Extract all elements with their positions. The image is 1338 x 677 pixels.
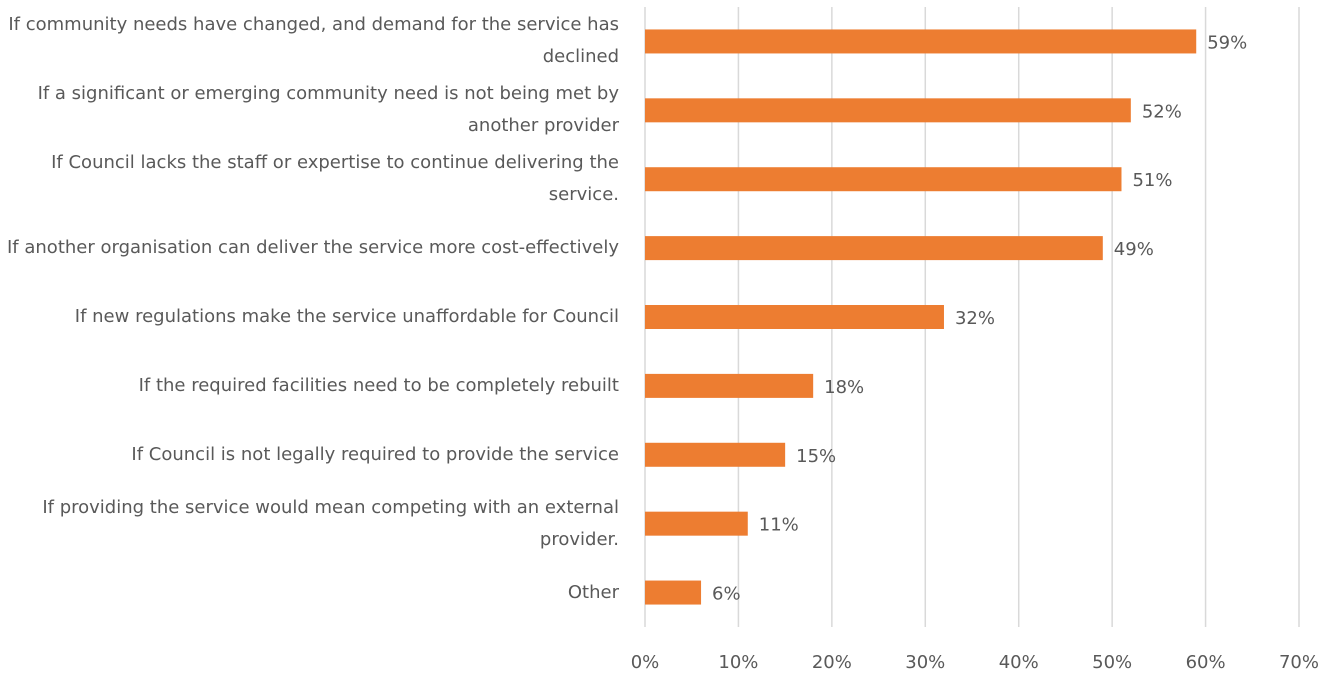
category-label: If community needs have changed, and dem… [8, 14, 619, 68]
bar [645, 511, 748, 536]
x-tick-label: 20% [812, 652, 852, 673]
x-tick-label: 70% [1279, 652, 1319, 673]
bar [645, 305, 944, 329]
category-label: If new regulations make the service unaf… [74, 306, 619, 327]
bar [645, 29, 1197, 54]
category-label: If a significant or emerging community n… [37, 83, 619, 137]
bar [645, 167, 1122, 192]
value-label: 15% [796, 446, 836, 467]
bar [645, 373, 814, 398]
category-label: If another organisation can deliver the … [7, 237, 619, 259]
bar [645, 236, 1103, 261]
value-label: 49% [1114, 239, 1154, 260]
x-tick-label: 50% [1092, 652, 1132, 673]
value-label: 59% [1207, 32, 1247, 53]
x-tick-label: 60% [1186, 652, 1226, 673]
value-label: 11% [759, 515, 799, 536]
category-label: Other [567, 581, 619, 603]
bar [645, 98, 1131, 123]
value-label: 18% [824, 377, 864, 398]
x-tick-label: 0% [631, 652, 660, 673]
x-tick-label: 30% [905, 652, 945, 673]
bar [645, 580, 702, 605]
x-tick-label: 40% [999, 652, 1039, 673]
category-label: If Council lacks the staff or expertise … [51, 152, 619, 206]
category-label: If Council is not legally required to pr… [131, 443, 619, 465]
bar [645, 442, 786, 467]
value-label: 32% [955, 308, 995, 329]
value-label: 6% [712, 584, 741, 605]
value-label: 52% [1142, 101, 1182, 122]
category-label: If the required facilities need to be co… [138, 374, 619, 396]
value-label: 51% [1132, 170, 1172, 191]
x-tick-label: 10% [718, 652, 758, 673]
category-label: If providing the service would mean comp… [42, 496, 619, 550]
